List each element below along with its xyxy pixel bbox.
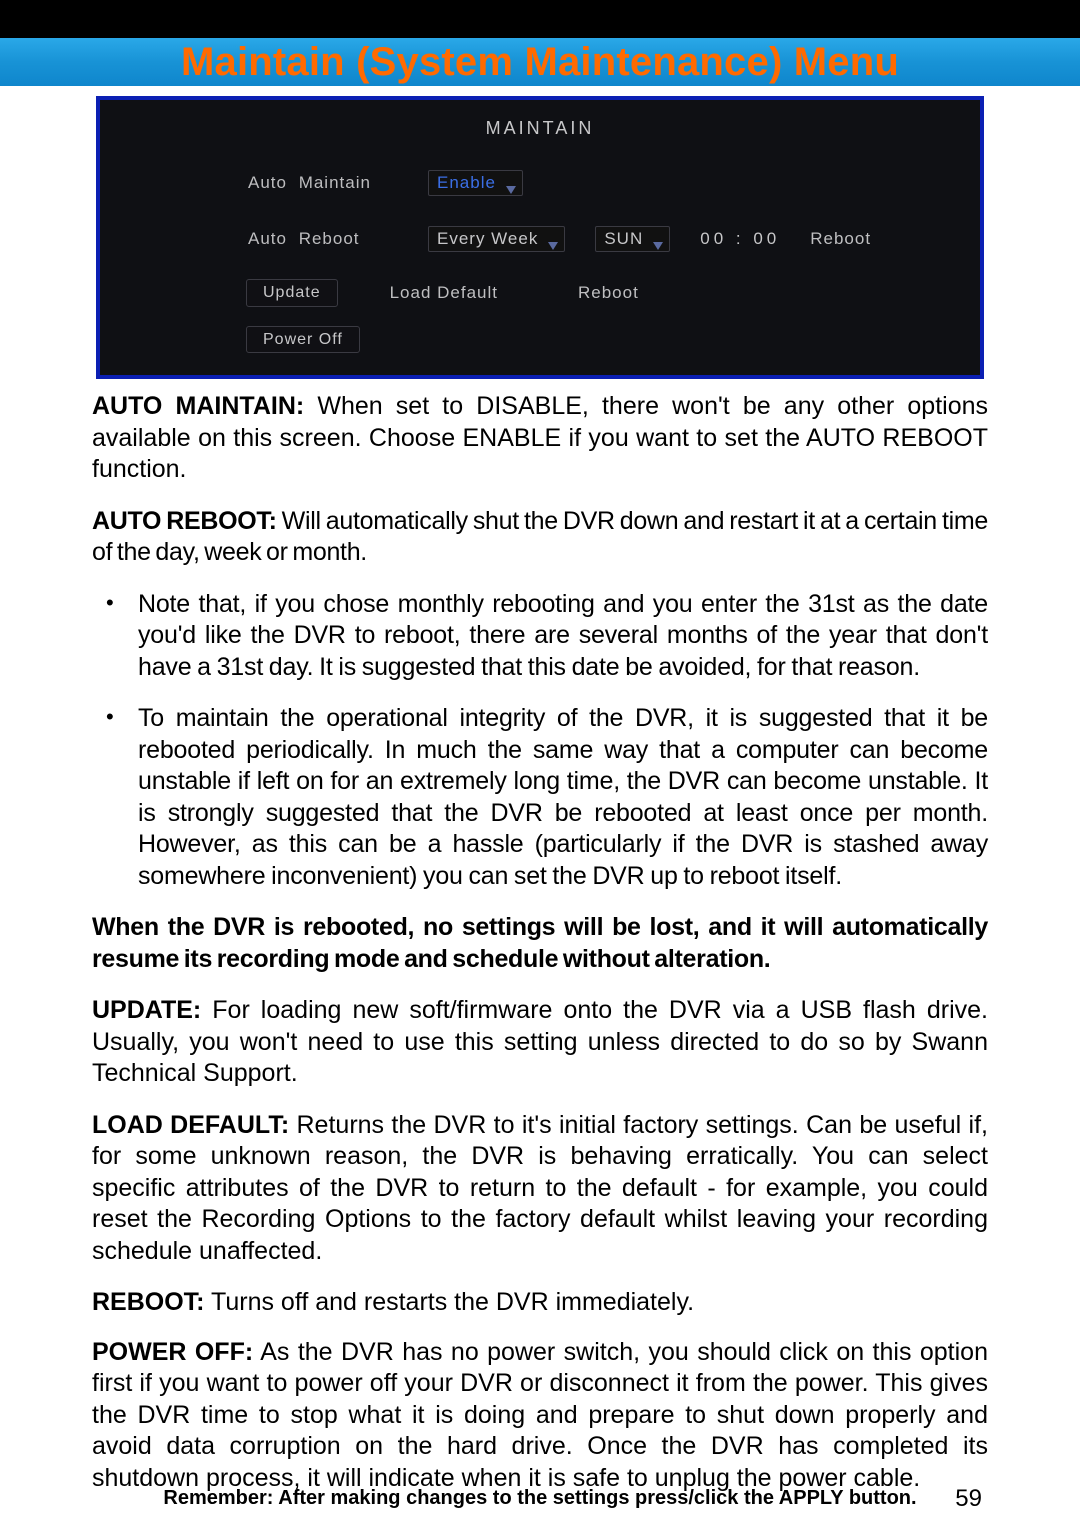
- auto-reboot-freq-value: Every Week: [437, 229, 538, 249]
- term-power-off: POWER OFF:: [92, 1338, 253, 1366]
- auto-reboot-time[interactable]: 00 : 00: [700, 229, 780, 249]
- para-update: UPDATE: For loading new soft/firmware on…: [92, 995, 988, 1090]
- auto-reboot-row: Auto Reboot Every Week SUN 00 : 00 Reboo…: [130, 223, 950, 255]
- para-auto-maintain: AUTO MAINTAIN: When set to DISABLE, ther…: [92, 391, 988, 486]
- term-update: UPDATE:: [92, 996, 201, 1024]
- button-row-1: Update Load Default Reboot: [130, 279, 950, 307]
- header-title-bar: Maintain (System Maintenance) Menu: [0, 38, 1080, 86]
- auto-reboot-label: Auto Reboot: [248, 229, 398, 249]
- term-reboot: REBOOT:: [92, 1288, 205, 1316]
- auto-maintain-row: Auto Maintain Enable: [130, 167, 950, 199]
- power-off-button[interactable]: Power Off: [246, 326, 360, 353]
- auto-maintain-value: Enable: [437, 173, 496, 193]
- page-header: Maintain (System Maintenance) Menu: [0, 0, 1080, 86]
- chevron-down-icon: [548, 235, 558, 243]
- term-auto-maintain: AUTO MAINTAIN:: [92, 392, 304, 420]
- para-power-off: POWER OFF: As the DVR has no power switc…: [92, 1337, 988, 1495]
- page-footer: Remember: After making changes to the se…: [0, 1487, 1080, 1510]
- bullet-list: Note that, if you chose monthly rebootin…: [92, 589, 988, 893]
- dvr-screenshot: MAINTAIN Auto Maintain Enable Auto Reboo…: [100, 100, 980, 375]
- chevron-down-icon: [506, 179, 516, 187]
- reboot-button[interactable]: Reboot: [578, 283, 639, 303]
- page-number: 59: [955, 1485, 982, 1513]
- reboot-note-bold: When the DVR is rebooted, no settings wi…: [92, 913, 988, 973]
- update-button[interactable]: Update: [246, 279, 338, 307]
- dvr-screenshot-frame: MAINTAIN Auto Maintain Enable Auto Reboo…: [96, 96, 984, 379]
- button-row-2: Power Off: [130, 329, 950, 349]
- auto-maintain-select[interactable]: Enable: [428, 170, 523, 196]
- auto-reboot-freq-select[interactable]: Every Week: [428, 226, 565, 252]
- para-reboot-note: When the DVR is rebooted, no settings wi…: [92, 912, 988, 975]
- term-auto-reboot: AUTO REBOOT:: [92, 507, 277, 535]
- page-title: Maintain (System Maintenance) Menu: [0, 38, 1080, 86]
- load-default-button[interactable]: Load Default: [390, 283, 498, 303]
- para-auto-reboot: AUTO REBOOT: Will automatically shut the…: [92, 506, 988, 569]
- dvr-window-title: MAINTAIN: [130, 118, 950, 139]
- chevron-down-icon: [653, 235, 663, 243]
- term-load-default: LOAD DEFAULT:: [92, 1111, 289, 1139]
- body-text: AUTO MAINTAIN: When set to DISABLE, ther…: [92, 391, 988, 1494]
- para-reboot: REBOOT: Turns off and restarts the DVR i…: [92, 1287, 988, 1319]
- bullet-2: To maintain the operational integrity of…: [92, 703, 988, 892]
- footer-reminder: Remember: After making changes to the se…: [163, 1487, 916, 1510]
- auto-reboot-day-select[interactable]: SUN: [595, 226, 670, 252]
- bullet-1: Note that, if you chose monthly rebootin…: [92, 589, 988, 684]
- auto-maintain-label: Auto Maintain: [248, 173, 398, 193]
- auto-reboot-day-value: SUN: [604, 229, 643, 249]
- para-load-default: LOAD DEFAULT: Returns the DVR to it's in…: [92, 1110, 988, 1268]
- auto-reboot-action[interactable]: Reboot: [810, 229, 871, 249]
- header-top-strip: [0, 0, 1080, 38]
